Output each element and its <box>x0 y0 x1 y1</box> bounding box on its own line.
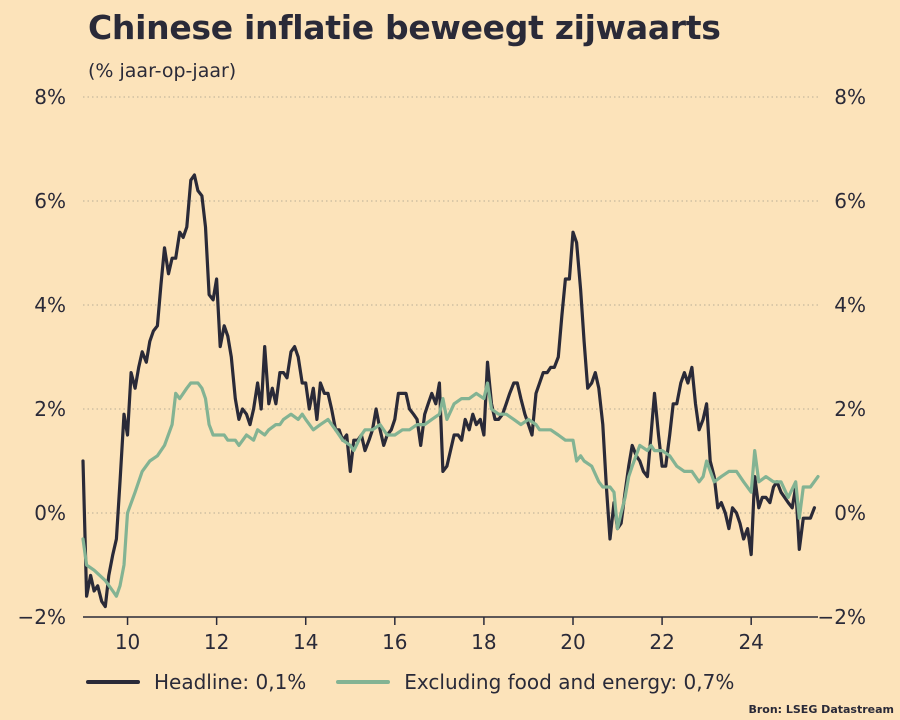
y-tick-label-right: 2% <box>834 397 866 421</box>
y-tick-label-right: 4% <box>834 293 866 317</box>
legend-label-core: Excluding food and energy: 0,7% <box>404 670 735 694</box>
legend-item-headline: Headline: 0,1% <box>86 670 306 694</box>
line-chart: −2% −2% 0% 0% 2% 2% 4% 4% 6% 6% 8% 8% 10 12 14 16 18 20 22… <box>18 85 867 650</box>
x-tick-label: 20 <box>560 630 585 650</box>
y-tick-label-right: −2% <box>818 605 867 629</box>
y-tick-label-left: 4% <box>34 293 66 317</box>
series-line-headline <box>81 173 816 609</box>
y-tick-label-right: 6% <box>834 189 866 213</box>
y-tick-label-left: 2% <box>34 397 66 421</box>
source-note: Bron: LSEG Datastream <box>748 703 894 716</box>
legend-swatch-core <box>336 680 391 684</box>
y-tick-label-left: 6% <box>34 189 66 213</box>
chart-title: Chinese inflatie beweegt zijwaarts <box>88 8 721 47</box>
x-tick-label: 16 <box>382 630 407 650</box>
y-tick-label-right: 8% <box>834 85 866 109</box>
x-tick-label: 22 <box>649 630 674 650</box>
y-tick-label-left: 8% <box>34 85 66 109</box>
x-tick-label: 24 <box>738 630 763 650</box>
y-tick-label-left: 0% <box>34 501 66 525</box>
legend-label-headline: Headline: 0,1% <box>154 670 307 694</box>
series-line-core <box>81 381 820 598</box>
x-tick-label: 14 <box>293 630 318 650</box>
x-tick-label: 12 <box>204 630 229 650</box>
legend-item-core: Excluding food and energy: 0,7% <box>336 670 734 694</box>
y-tick-label-right: 0% <box>834 501 866 525</box>
x-tick-label: 10 <box>115 630 140 650</box>
chart-subtitle: (% jaar-op-jaar) <box>88 60 237 82</box>
legend-swatch-headline <box>86 680 140 684</box>
x-tick-label: 18 <box>471 630 496 650</box>
y-tick-label-left: −2% <box>18 605 67 629</box>
legend: Headline: 0,1% Excluding food and energy… <box>86 670 764 694</box>
